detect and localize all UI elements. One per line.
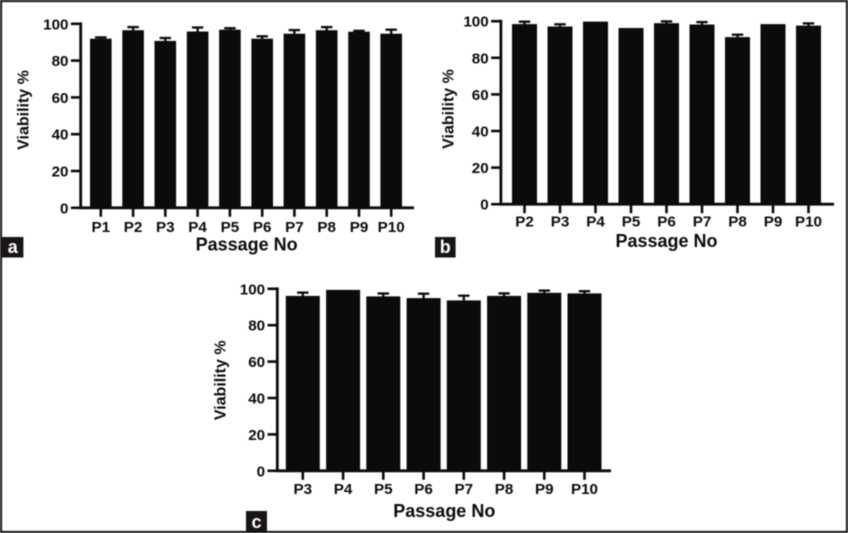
svg-text:P5: P5 [221,219,240,236]
svg-text:P5: P5 [374,481,393,498]
svg-text:20: 20 [52,164,69,181]
svg-text:P7: P7 [455,481,474,498]
svg-text:a: a [8,237,19,257]
svg-text:P3: P3 [551,214,570,231]
svg-text:P4: P4 [188,219,207,236]
svg-text:60: 60 [248,354,265,371]
svg-text:P7: P7 [285,219,304,236]
svg-text:P3: P3 [294,481,313,498]
svg-text:P10: P10 [378,219,405,236]
svg-text:100: 100 [43,16,68,33]
svg-text:60: 60 [52,90,69,107]
svg-text:20: 20 [472,160,489,177]
svg-text:P8: P8 [728,214,747,231]
svg-text:0: 0 [257,463,265,480]
svg-text:80: 80 [52,53,69,70]
svg-text:P7: P7 [693,214,712,231]
svg-text:P6: P6 [253,219,272,236]
svg-text:100: 100 [463,14,488,31]
svg-text:P8: P8 [495,481,514,498]
svg-text:0: 0 [480,197,488,214]
svg-text:Passage No: Passage No [615,231,717,251]
svg-text:Passage No: Passage No [196,235,298,255]
svg-text:40: 40 [472,124,489,141]
svg-text:P9: P9 [764,214,783,231]
svg-text:b: b [440,237,451,257]
svg-text:40: 40 [248,391,265,408]
svg-text:P4: P4 [586,214,605,231]
svg-text:Passage No: Passage No [393,501,495,521]
svg-text:100: 100 [240,281,265,298]
svg-text:20: 20 [248,427,265,444]
svg-text:Viability %: Viability % [440,69,457,149]
svg-text:40: 40 [52,127,69,144]
svg-text:60: 60 [472,87,489,104]
svg-text:80: 80 [472,50,489,67]
svg-text:P10: P10 [795,214,822,231]
svg-text:P10: P10 [571,481,598,498]
svg-text:P2: P2 [124,219,143,236]
svg-text:P9: P9 [350,219,369,236]
svg-text:P6: P6 [657,214,676,231]
svg-text:P8: P8 [317,219,336,236]
svg-text:P4: P4 [334,481,353,498]
svg-text:c: c [251,512,261,532]
svg-text:P3: P3 [156,219,175,236]
svg-text:P5: P5 [622,214,641,231]
svg-text:0: 0 [60,200,68,217]
svg-text:P2: P2 [515,214,534,231]
svg-text:P6: P6 [414,481,433,498]
svg-text:Viability %: Viability % [15,70,32,150]
svg-text:80: 80 [248,318,265,335]
svg-text:Viability %: Viability % [212,340,229,420]
svg-text:P9: P9 [535,481,554,498]
svg-text:P1: P1 [92,219,111,236]
